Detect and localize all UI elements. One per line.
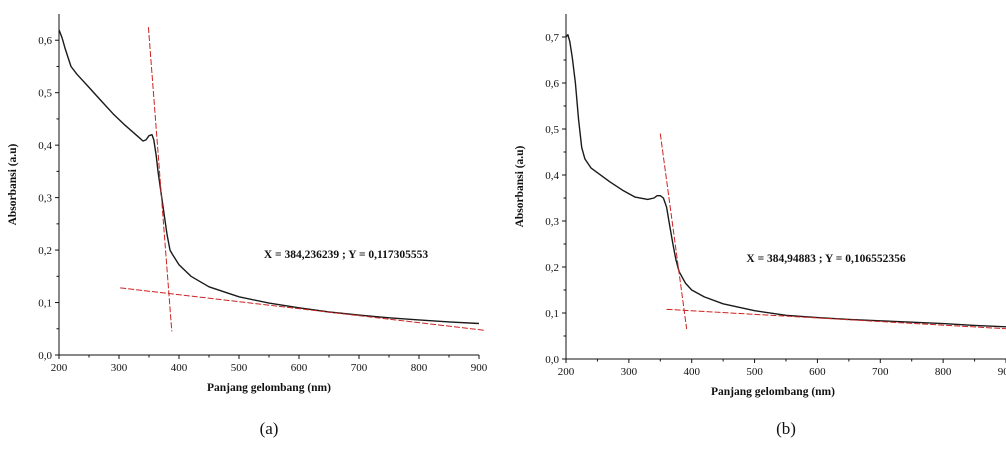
chart-b: 200 300 400 500 600 700 800 900 0,0 0,1 0,2 0,3 0,4 0… (514, 14, 1006, 438)
x-tick-label: 400 (683, 366, 700, 378)
intersection-annotation: X = 384,94883 ; Y = 0,106552356 (746, 253, 905, 265)
y-tick-label: 0,3 (545, 216, 559, 228)
plot-area (566, 34, 1006, 328)
x-tick-label: 700 (872, 366, 889, 378)
x-tick-label: 900 (998, 366, 1006, 378)
x-tick-label: 800 (935, 366, 952, 378)
x-tick-label: 500 (746, 366, 763, 378)
x-tick-label: 900 (471, 362, 488, 374)
y-tick-label: 0,5 (545, 124, 559, 136)
panel-caption: (a) (260, 419, 279, 438)
plot-area (59, 29, 480, 325)
absorbance-curve (566, 34, 1006, 328)
y-tick-label: 0,5 (38, 88, 52, 100)
y-tick-label: 0,0 (545, 354, 559, 366)
y-tick-label: 0,6 (38, 35, 52, 47)
y-tick-label: 0,3 (38, 193, 52, 205)
x-tick-label: 600 (291, 362, 308, 374)
x-tick-label: 200 (51, 362, 68, 374)
x-tick-label: 500 (231, 362, 248, 374)
y-tick-label: 0,4 (38, 140, 52, 152)
x-axis-title: Panjang gelombang (nm) (207, 382, 331, 394)
y-axis-title: Absorbansi (a.u) (7, 143, 19, 225)
tangent-line-baseline (666, 308, 1006, 330)
intersection-annotation: X = 384,236239 ; Y = 0,117305553 (264, 249, 429, 261)
x-tick-label: 800 (411, 362, 428, 374)
chart-a: 200 300 400 500 600 700 800 900 0,0 0,1 0,2 0,3 0,4 0… (7, 14, 488, 438)
y-tick-label: 0,2 (38, 245, 52, 257)
y-tick-label: 0,0 (38, 350, 52, 362)
y-tick-label: 0,4 (545, 170, 559, 182)
x-tick-label: 600 (809, 366, 826, 378)
y-tick-label: 0,6 (545, 78, 559, 90)
tangent-line-steep (147, 27, 173, 332)
y-axis-title: Absorbansi (a.u) (514, 145, 526, 227)
x-tick-label: 200 (558, 366, 575, 378)
x-axis-title: Panjang gelombang (nm) (711, 386, 835, 398)
y-tick-label: 0,2 (545, 262, 559, 274)
absorbance-curve (59, 29, 480, 325)
x-tick-label: 300 (111, 362, 128, 374)
tangent-line-steep (659, 133, 688, 330)
y-tick-label: 0,7 (545, 32, 559, 44)
x-tick-label: 400 (171, 362, 188, 374)
y-tick-label: 0,1 (545, 308, 559, 320)
panel-caption: (b) (776, 419, 796, 438)
x-tick-label: 700 (351, 362, 368, 374)
x-tick-label: 300 (621, 366, 638, 378)
tangent-line-baseline (120, 287, 486, 331)
y-tick-label: 0,1 (38, 298, 52, 310)
